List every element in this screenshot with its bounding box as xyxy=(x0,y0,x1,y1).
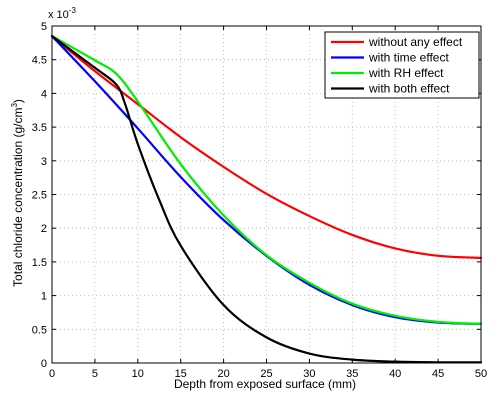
x-tick-label: 15 xyxy=(175,368,187,380)
x-tick-label: 10 xyxy=(132,368,144,380)
y-tick-label: 4 xyxy=(41,88,47,100)
legend-label-without-any-effect: without any effect xyxy=(368,35,463,49)
legend-box xyxy=(324,31,480,99)
y-tick-label: 1.5 xyxy=(32,257,47,269)
x-tick-label: 20 xyxy=(217,368,229,380)
y-tick-label: 4.5 xyxy=(32,55,47,67)
series-line-without-any-effect xyxy=(50,35,483,259)
y-tick-label: 2.5 xyxy=(32,190,47,202)
y-axis-label-main: Total chloride concentration (g/cm xyxy=(11,108,25,287)
series-line-with-both-effect xyxy=(50,35,483,364)
x-tick-label: 40 xyxy=(389,368,401,380)
x-tick-label: 50 xyxy=(475,368,487,380)
y-tick-label: 5 xyxy=(41,21,47,33)
y-tick-label: 1 xyxy=(41,291,47,303)
x-axis-label: Depth from exposed surface (mm) xyxy=(174,377,356,391)
x-tick-label: 0 xyxy=(49,368,55,380)
legend-label-with-rh-effect: with RH effect xyxy=(368,66,444,80)
y-tick-label: 2 xyxy=(41,223,47,235)
series-layer xyxy=(50,35,483,364)
x-tick-label: 25 xyxy=(260,368,272,380)
y-exponent-base: x 10 xyxy=(48,9,69,21)
x-tick-label: 45 xyxy=(432,368,444,380)
x-tick-label: 35 xyxy=(346,368,358,380)
y-tick-label: 3 xyxy=(41,156,47,168)
y-axis-label-superscript: 3 xyxy=(10,103,19,108)
y-axis-exponent: x 10-3 xyxy=(48,6,76,21)
legend-label-with-both-effect: with both effect xyxy=(368,82,450,96)
series-line-with-rh-effect xyxy=(50,35,483,326)
y-exponent-power: -3 xyxy=(69,6,77,15)
x-tick-label: 30 xyxy=(303,368,315,380)
x-tick-label: 5 xyxy=(92,368,98,380)
y-tick-label: 3.5 xyxy=(32,122,47,134)
legend-label-with-time-effect: with time effect xyxy=(368,51,449,65)
y-axis-label: Total chloride concentration (g/cm3) xyxy=(10,99,25,287)
tick-layer: 0 5 10 15 20 25 30 35 40 45 50 0 0.5 1 1.5 2 2.5 3 3.5 4 4.5… xyxy=(32,21,487,380)
y-tick-label: 0.5 xyxy=(32,324,47,336)
y-axis-label-suffix: ) xyxy=(11,99,25,103)
y-tick-label: 0 xyxy=(41,358,47,370)
